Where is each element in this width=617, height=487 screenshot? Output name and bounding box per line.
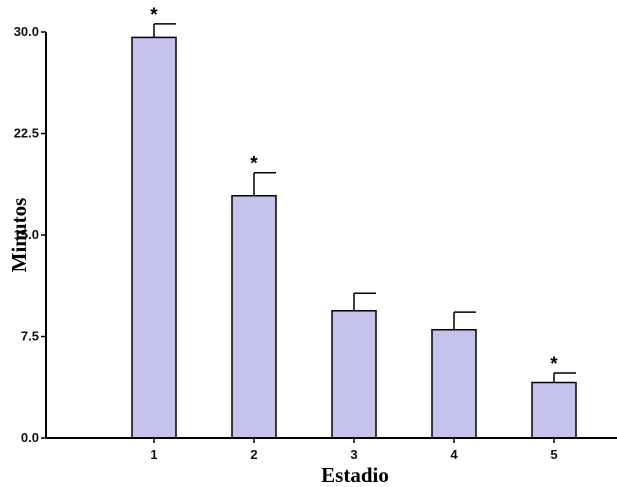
y-tick-label: 15.0 [14,227,39,242]
bar [131,36,177,439]
bar [531,381,577,439]
y-tick-label: 7.5 [21,329,39,344]
bar [431,328,477,439]
y-tick-label: 0.0 [21,430,39,445]
y-tick-label: 30.0 [14,24,39,39]
error-bars-layer [153,23,576,383]
x-axis-ticks: 1 2 3 4 5 [150,438,558,462]
x-tick-label: 5 [550,447,557,462]
y-tick-label: 22.5 [14,126,39,141]
x-tick-label: 2 [250,447,257,462]
y-axis-ticks: 0.0 7.5 15.0 22.5 30.0 [14,24,46,445]
bar [231,195,277,439]
significance-marker: * [550,354,558,375]
x-axis-title: Estadio [321,463,389,487]
x-tick-label: 1 [150,447,157,462]
significance-layer: * * * [150,5,558,375]
x-tick-label: 3 [350,447,357,462]
x-tick-label: 4 [450,447,458,462]
bars-layer [131,36,577,439]
significance-marker: * [150,5,158,26]
bar [331,310,377,439]
significance-marker: * [250,154,258,175]
y-axis-title: Minutos [7,198,31,273]
